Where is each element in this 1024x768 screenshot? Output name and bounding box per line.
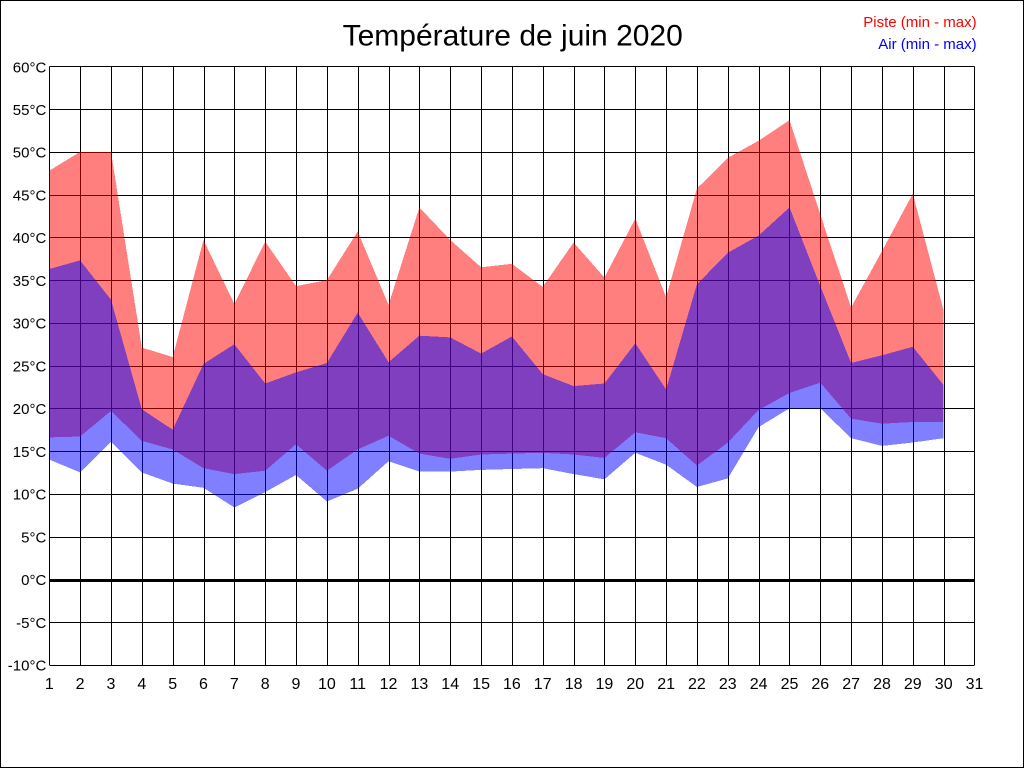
svg-text:55°C: 55°C — [13, 102, 47, 119]
svg-text:1: 1 — [45, 676, 54, 693]
svg-text:2: 2 — [76, 676, 85, 693]
svg-text:7: 7 — [230, 676, 239, 693]
svg-text:50°C: 50°C — [13, 145, 47, 162]
svg-text:28: 28 — [873, 676, 891, 693]
svg-text:15°C: 15°C — [13, 444, 47, 461]
svg-text:13: 13 — [411, 676, 429, 693]
svg-text:Température de juin 2020: Température de juin 2020 — [343, 20, 683, 53]
svg-text:10°C: 10°C — [13, 487, 47, 504]
svg-text:-10°C: -10°C — [8, 658, 47, 675]
svg-text:22: 22 — [688, 676, 706, 693]
svg-text:40°C: 40°C — [13, 230, 47, 247]
svg-text:60°C: 60°C — [13, 59, 47, 76]
svg-text:18: 18 — [565, 676, 583, 693]
svg-text:20: 20 — [626, 676, 644, 693]
svg-text:5: 5 — [168, 676, 177, 693]
svg-text:11: 11 — [349, 676, 366, 693]
svg-text:21: 21 — [657, 676, 675, 693]
svg-text:17: 17 — [534, 676, 552, 693]
svg-text:25: 25 — [781, 676, 799, 693]
svg-text:30: 30 — [935, 676, 953, 693]
svg-text:6: 6 — [199, 676, 208, 693]
svg-text:9: 9 — [292, 676, 301, 693]
svg-text:29: 29 — [904, 676, 922, 693]
svg-text:24: 24 — [750, 676, 768, 693]
svg-text:27: 27 — [842, 676, 860, 693]
svg-text:16: 16 — [503, 676, 521, 693]
svg-text:15: 15 — [472, 676, 490, 693]
svg-text:20°C: 20°C — [13, 401, 47, 418]
svg-text:4: 4 — [137, 676, 146, 693]
svg-text:3: 3 — [107, 676, 116, 693]
svg-text:12: 12 — [380, 676, 398, 693]
svg-text:45°C: 45°C — [13, 188, 47, 205]
svg-text:35°C: 35°C — [13, 273, 47, 290]
svg-text:Air (min - max): Air (min - max) — [878, 36, 976, 53]
svg-text:25°C: 25°C — [13, 359, 47, 376]
svg-text:10: 10 — [318, 676, 336, 693]
svg-text:0°C: 0°C — [21, 572, 46, 589]
svg-text:23: 23 — [719, 676, 737, 693]
svg-text:19: 19 — [596, 676, 614, 693]
svg-text:30°C: 30°C — [13, 316, 47, 333]
svg-text:8: 8 — [261, 676, 270, 693]
svg-text:-5°C: -5°C — [16, 615, 46, 632]
svg-text:14: 14 — [441, 676, 459, 693]
svg-text:5°C: 5°C — [21, 530, 46, 547]
svg-text:26: 26 — [811, 676, 829, 693]
svg-text:31: 31 — [966, 676, 984, 693]
svg-text:Piste (min - max): Piste (min - max) — [863, 14, 976, 31]
